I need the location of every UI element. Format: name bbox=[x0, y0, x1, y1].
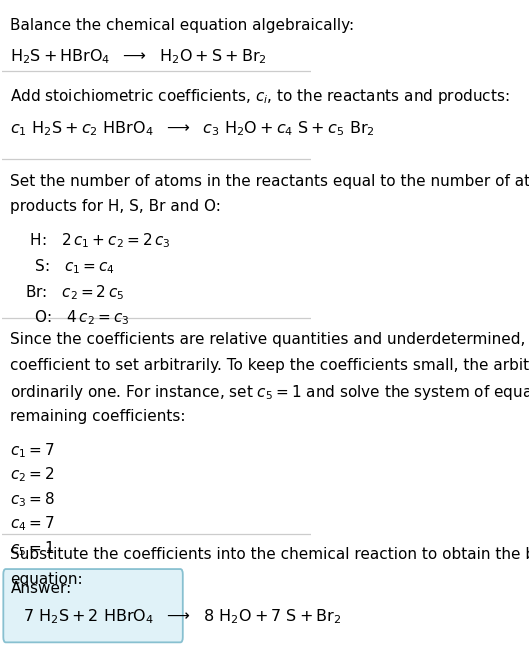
Text: Balance the chemical equation algebraically:: Balance the chemical equation algebraica… bbox=[10, 17, 354, 32]
Text: Answer:: Answer: bbox=[11, 580, 72, 596]
Text: Br: $\ \ c_2 = 2\,c_5$: Br: $\ \ c_2 = 2\,c_5$ bbox=[25, 283, 124, 302]
FancyBboxPatch shape bbox=[3, 569, 183, 642]
Text: Add stoichiometric coefficients, $c_i$, to the reactants and products:: Add stoichiometric coefficients, $c_i$, … bbox=[10, 87, 509, 106]
Text: ordinarily one. For instance, set $c_5 = 1$ and solve the system of equations fo: ordinarily one. For instance, set $c_5 =… bbox=[10, 383, 529, 402]
Text: $\mathrm{H_2S + HBrO_4 \ \ \longrightarrow \ \ H_2O + S + Br_2}$: $\mathrm{H_2S + HBrO_4 \ \ \longrightarr… bbox=[10, 48, 267, 67]
Text: O: $\ \ 4\,c_2 = c_3$: O: $\ \ 4\,c_2 = c_3$ bbox=[25, 309, 130, 327]
Text: $c_5 = 1$: $c_5 = 1$ bbox=[10, 539, 54, 558]
Text: S: $\ \ c_1 = c_4$: S: $\ \ c_1 = c_4$ bbox=[25, 258, 115, 276]
Text: $7\ \mathrm{H_2S} + 2\ \mathrm{HBrO_4} \ \ \longrightarrow \ \ 8\ \mathrm{H_2O} : $7\ \mathrm{H_2S} + 2\ \mathrm{HBrO_4} \… bbox=[23, 608, 341, 626]
Text: coefficient to set arbitrarily. To keep the coefficients small, the arbitrary va: coefficient to set arbitrarily. To keep … bbox=[10, 358, 529, 373]
Text: $c_1 = 7$: $c_1 = 7$ bbox=[10, 441, 54, 460]
Text: products for H, S, Br and O:: products for H, S, Br and O: bbox=[10, 199, 221, 214]
Text: $c_2 = 2$: $c_2 = 2$ bbox=[10, 466, 54, 484]
Text: Substitute the coefficients into the chemical reaction to obtain the balanced: Substitute the coefficients into the che… bbox=[10, 547, 529, 562]
Text: $c_4 = 7$: $c_4 = 7$ bbox=[10, 514, 54, 533]
Text: Set the number of atoms in the reactants equal to the number of atoms in the: Set the number of atoms in the reactants… bbox=[10, 174, 529, 189]
Text: H: $\ \ 2\,c_1 + c_2 = 2\,c_3$: H: $\ \ 2\,c_1 + c_2 = 2\,c_3$ bbox=[25, 232, 171, 250]
Text: remaining coefficients:: remaining coefficients: bbox=[10, 409, 185, 424]
Text: $c_3 = 8$: $c_3 = 8$ bbox=[10, 490, 54, 509]
Text: $c_1\ \mathrm{H_2S} + c_2\ \mathrm{HBrO_4} \ \ \longrightarrow \ \ c_3\ \mathrm{: $c_1\ \mathrm{H_2S} + c_2\ \mathrm{HBrO_… bbox=[10, 119, 375, 138]
Text: Since the coefficients are relative quantities and underdetermined, choose a: Since the coefficients are relative quan… bbox=[10, 332, 529, 347]
Text: equation:: equation: bbox=[10, 573, 83, 587]
